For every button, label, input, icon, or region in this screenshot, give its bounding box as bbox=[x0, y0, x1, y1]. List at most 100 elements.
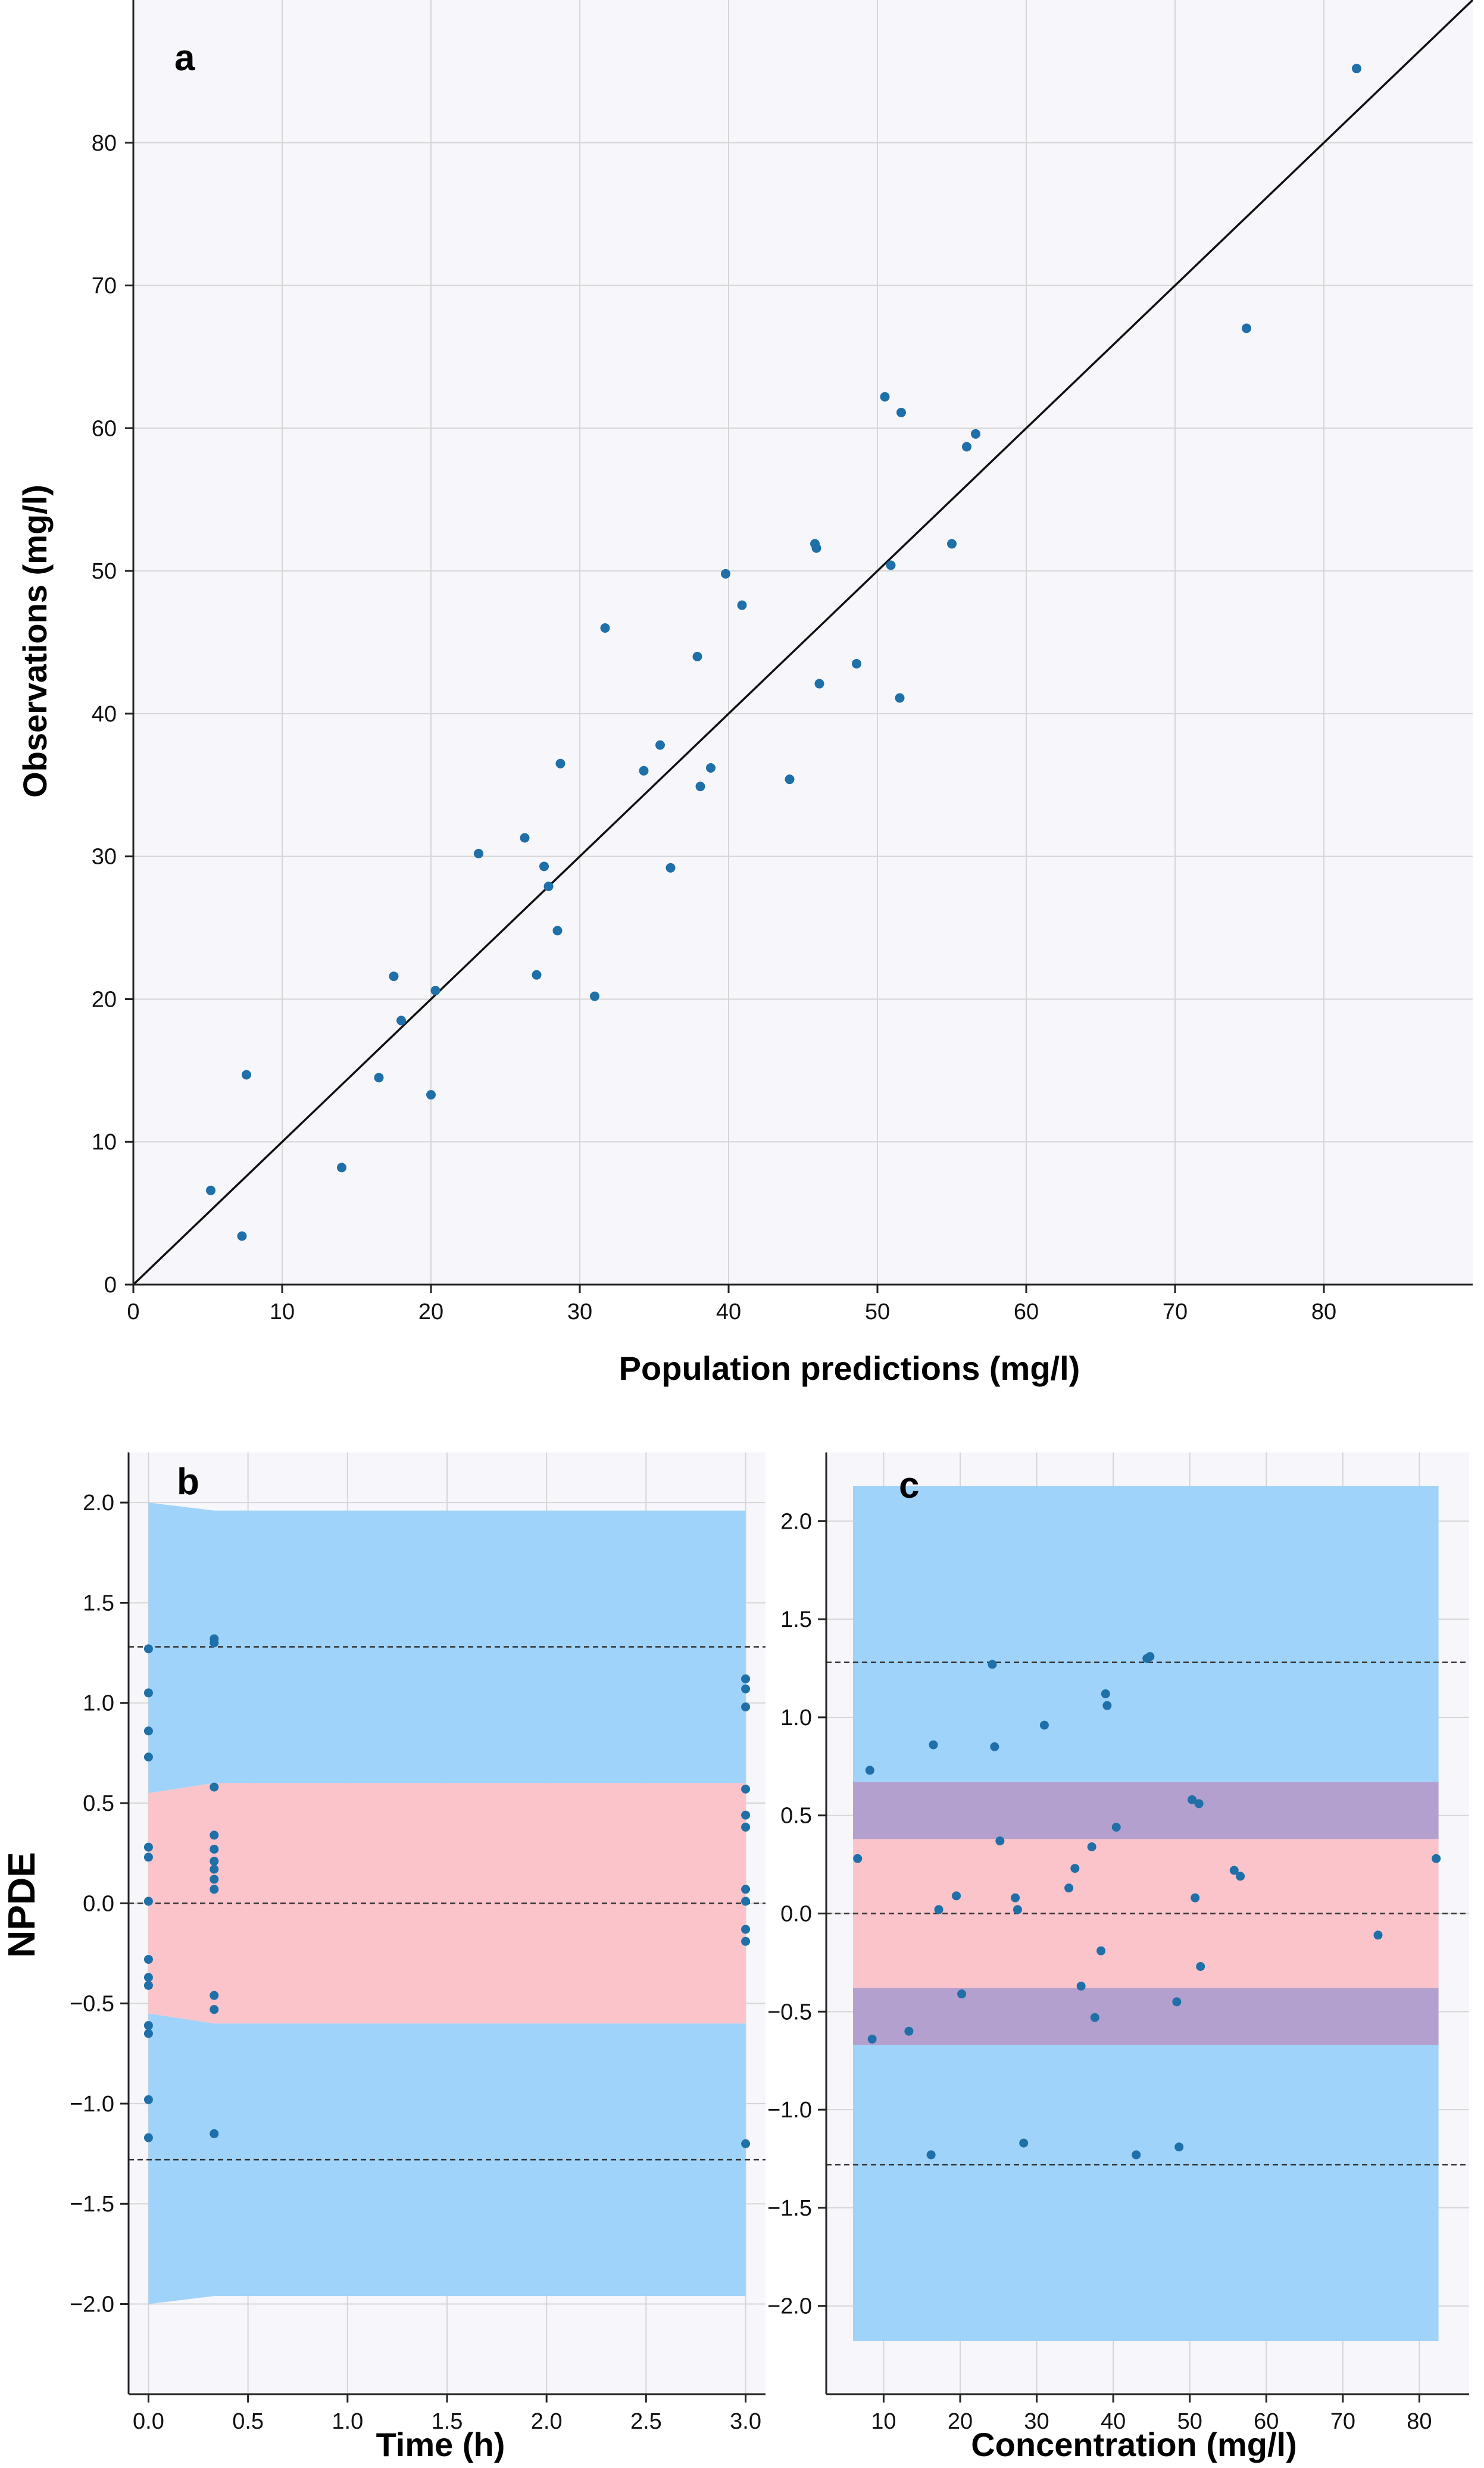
identity-line bbox=[132, 0, 1474, 1286]
data-point bbox=[426, 1090, 436, 1100]
data-point bbox=[396, 1016, 406, 1026]
y-tick-label: 20 bbox=[92, 987, 117, 1012]
y-tick-label: 0.0 bbox=[83, 1891, 114, 1916]
panel-c-points bbox=[853, 1652, 1441, 2160]
data-point bbox=[337, 1163, 346, 1173]
y-tick-label: 1.5 bbox=[83, 1591, 114, 1616]
panel-c-letter: c bbox=[899, 1465, 919, 1506]
data-point bbox=[430, 986, 440, 996]
data-point bbox=[990, 1742, 999, 1751]
data-point bbox=[934, 1905, 943, 1914]
data-point bbox=[880, 392, 890, 402]
data-point bbox=[886, 560, 896, 570]
data-point bbox=[389, 971, 399, 982]
y-tick-label: 2.0 bbox=[83, 1491, 114, 1516]
y-tick-label: −1.5 bbox=[767, 2196, 812, 2221]
data-point bbox=[210, 1875, 219, 1884]
x-tick-label: 0.5 bbox=[232, 2409, 264, 2434]
data-point bbox=[692, 651, 702, 661]
data-point bbox=[741, 1784, 751, 1794]
panel-a-identity-line bbox=[132, 0, 1474, 1286]
x-tick-label: 70 bbox=[1330, 2409, 1355, 2434]
data-point bbox=[474, 848, 483, 858]
panel-b: 0.0 0.5 1.0 1.5 2.0 2.5 3.0 −2.0 −1.5 −1.0 −0.5 0.0… bbox=[0, 1452, 766, 2463]
data-point bbox=[785, 774, 795, 785]
upper-overlap-band bbox=[853, 1782, 1439, 1839]
y-tick-label: 50 bbox=[92, 559, 117, 584]
data-point bbox=[143, 1752, 153, 1762]
data-point bbox=[210, 1844, 219, 1854]
y-tick-label: 80 bbox=[92, 131, 117, 156]
data-point bbox=[865, 1766, 874, 1775]
data-point bbox=[741, 1702, 751, 1711]
data-point bbox=[988, 1660, 997, 1669]
data-point bbox=[655, 740, 665, 750]
y-tick-label: 30 bbox=[92, 845, 117, 870]
data-point bbox=[552, 926, 563, 936]
data-point bbox=[520, 833, 530, 843]
y-tick-label: −0.5 bbox=[70, 1992, 114, 2017]
data-point bbox=[590, 991, 599, 1001]
data-point bbox=[210, 2129, 219, 2138]
data-point bbox=[1076, 1981, 1086, 1991]
data-point bbox=[143, 1852, 153, 1862]
data-point bbox=[237, 1231, 247, 1241]
data-point bbox=[811, 543, 821, 553]
panel-a: 0 10 20 30 40 50 60 70 80 0 10 20 30 40 50 60 70 80 a Pop… bbox=[16, 0, 1474, 1387]
x-tick-label: 80 bbox=[1407, 2409, 1432, 2434]
data-point bbox=[741, 1822, 751, 1832]
data-point bbox=[1011, 1893, 1020, 1902]
x-tick-label: 50 bbox=[1177, 2409, 1202, 2434]
x-tick-label: 2.5 bbox=[630, 2409, 662, 2434]
x-tick-label: 3.0 bbox=[730, 2409, 761, 2434]
panel-c: 10 20 30 40 50 60 70 80 −2.0 −1.5 −1.0 −0.5 0.0 0.5 1.… bbox=[767, 1452, 1469, 2463]
x-tick-label: 30 bbox=[1024, 2409, 1049, 2434]
data-point bbox=[971, 429, 980, 439]
data-point bbox=[539, 861, 549, 871]
data-point bbox=[741, 1897, 751, 1906]
data-point bbox=[1101, 1689, 1110, 1698]
data-point bbox=[1102, 1701, 1112, 1710]
data-point bbox=[143, 1842, 153, 1852]
x-tick-label: 0.0 bbox=[133, 2409, 164, 2434]
data-point bbox=[741, 1885, 751, 1894]
data-point bbox=[952, 1891, 961, 1901]
data-point bbox=[600, 623, 610, 633]
x-tick-label: 40 bbox=[1101, 2409, 1126, 2434]
x-tick-label: 20 bbox=[418, 1299, 443, 1324]
y-tick-label: −1.5 bbox=[70, 2192, 114, 2217]
data-point bbox=[867, 2034, 877, 2044]
panel-a-y-axis-label: Observations (mg/l) bbox=[16, 485, 54, 798]
panel-c-bands bbox=[853, 1486, 1439, 2342]
data-point bbox=[1236, 1872, 1245, 1881]
data-point bbox=[962, 442, 971, 452]
data-point bbox=[741, 1684, 751, 1694]
data-point bbox=[947, 539, 957, 549]
data-point bbox=[1019, 2138, 1029, 2148]
data-point bbox=[1111, 1823, 1121, 1832]
data-point bbox=[210, 2005, 219, 2014]
data-point bbox=[895, 693, 905, 703]
upper-prediction-band bbox=[148, 1502, 746, 1794]
data-point bbox=[210, 1864, 219, 1874]
x-tick-label: 1.5 bbox=[432, 2409, 463, 2434]
x-tick-label: 0 bbox=[127, 1299, 139, 1324]
x-tick-label: 10 bbox=[270, 1299, 295, 1324]
data-point bbox=[929, 1740, 938, 1750]
data-point bbox=[143, 2029, 153, 2038]
x-tick-label: 40 bbox=[716, 1299, 741, 1324]
data-point bbox=[1145, 1652, 1155, 1661]
data-point bbox=[143, 1980, 153, 1990]
data-point bbox=[1090, 2013, 1099, 2022]
data-point bbox=[1174, 2142, 1184, 2152]
x-tick-label: 60 bbox=[1014, 1299, 1039, 1324]
data-point bbox=[741, 1925, 751, 1934]
data-point bbox=[1191, 1893, 1200, 1902]
data-point bbox=[995, 1836, 1005, 1846]
panel-a-axes: 0 10 20 30 40 50 60 70 80 0 10 20 30 40 50 60 70 80 bbox=[92, 0, 1473, 1324]
panel-b-axes: 0.0 0.5 1.0 1.5 2.0 2.5 3.0 −2.0 −1.5 −1.0 −0.5 0.0… bbox=[70, 1452, 766, 2434]
data-point bbox=[639, 766, 649, 776]
lower-overlap-band bbox=[853, 1988, 1439, 2045]
x-tick-label: 20 bbox=[948, 2409, 973, 2434]
y-tick-label: −1.0 bbox=[70, 2092, 114, 2117]
